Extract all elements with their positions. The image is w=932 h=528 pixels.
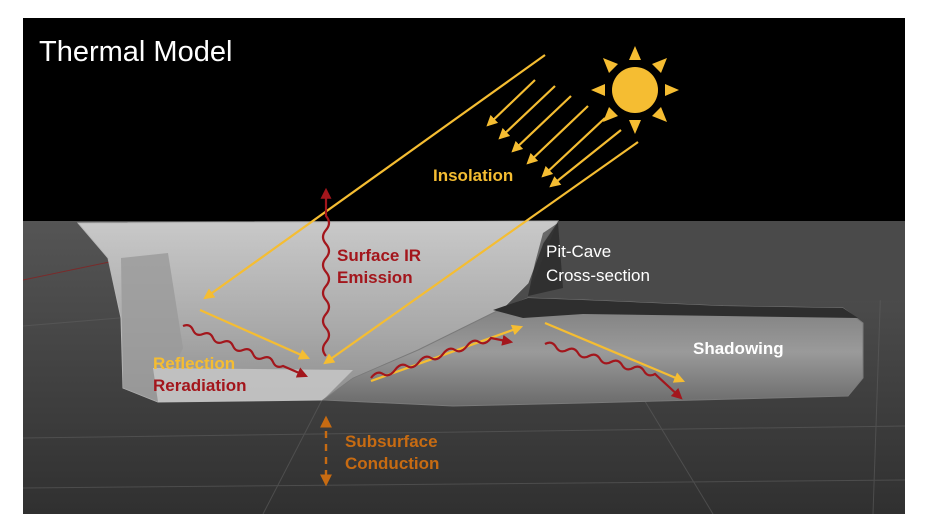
cave-upper-rock [528,221,905,302]
cave-opening-dark [528,223,563,296]
sun-icon [591,46,679,134]
ground-grid [23,220,905,514]
ir-emission-rays [182,187,683,400]
surface-ir-emission-label: Surface IR Emission [337,245,421,289]
surface-ir-line2: Emission [337,268,413,287]
pit-wall-shade [121,253,183,402]
subsurface-line1: Subsurface [345,432,438,451]
insolation-rays [203,54,639,365]
reflection-rays [199,308,686,383]
insolation-label: Insolation [433,166,514,185]
pit-cave-line1: Pit-Cave [546,242,612,261]
page-title: Thermal Model [39,36,233,68]
reflection-label: Reflection [153,354,236,373]
reradiation-label: Reradiation [153,376,247,395]
thermal-model-slide: Thermal Model Insolation Surface IR Emis… [23,18,905,514]
shadowing-label: Shadowing [693,339,784,358]
subsurface-line2: Conduction [345,454,440,473]
pit-cave-line2: Cross-section [546,266,650,285]
surface-ir-line1: Surface IR [337,246,422,265]
subsurface-conduction-label: Subsurface Conduction [345,431,439,475]
pit-cave-label: Pit-Cave Cross-section [546,240,650,288]
cave-ceiling [493,298,858,318]
reflection-reradiation-label: Reflection Reradiation [153,353,247,397]
diagram-canvas [23,46,905,514]
